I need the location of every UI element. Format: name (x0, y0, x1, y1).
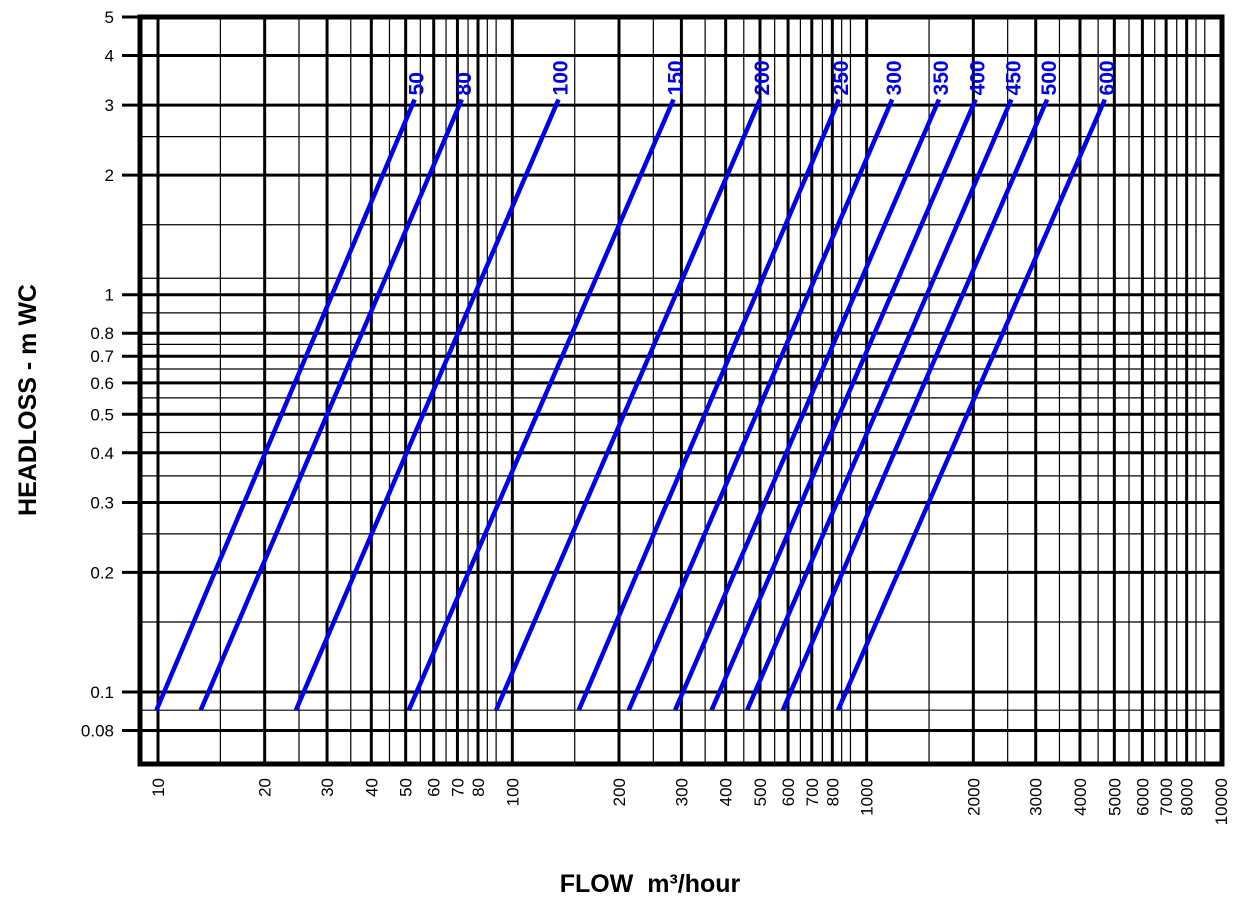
series-line-100 (293, 98, 561, 712)
x-tick-label: 70 (448, 778, 467, 797)
series-label-250: 250 (830, 60, 853, 95)
y-tick-label: 0.08 (81, 722, 114, 741)
y-tick-label: 0.8 (90, 324, 114, 343)
series-label-200: 200 (751, 60, 774, 95)
series-line-350 (673, 98, 942, 712)
major-grid (122, 15, 1223, 764)
x-tick-label: 5000 (1105, 778, 1124, 816)
series-label-350: 350 (930, 60, 953, 95)
y-tick-label: 0.4 (90, 444, 114, 463)
x-tick-label: 1000 (858, 778, 877, 816)
x-tick-label: 30 (318, 778, 337, 797)
series-line-600 (835, 98, 1107, 712)
series-label-300: 300 (883, 60, 906, 95)
series-label-100: 100 (550, 60, 573, 95)
y-tick-label: 3 (105, 96, 114, 115)
x-tick-label: 20 (256, 778, 275, 797)
y-tick-label: 0.5 (90, 405, 114, 424)
series-line-500 (780, 98, 1050, 712)
x-axis-title: FLOW m³/hour (560, 870, 741, 898)
series-label-500: 500 (1038, 60, 1061, 95)
y-tick-label: 5 (105, 8, 114, 27)
y-tick-label: 0.6 (90, 374, 114, 393)
y-tick-label: 0.7 (90, 347, 114, 366)
y-tick-label: 0.3 (90, 493, 114, 512)
x-tick-label: 400 (717, 778, 736, 806)
y-tick-label: 4 (105, 47, 114, 66)
x-tick-label: 3000 (1027, 778, 1046, 816)
x-tick-label: 200 (610, 778, 629, 806)
x-tick-label: 7000 (1157, 778, 1176, 816)
series-line-450 (745, 98, 1014, 712)
x-tick-label: 700 (803, 778, 822, 806)
minor-grid (140, 17, 1222, 764)
x-tick-label: 4000 (1071, 778, 1090, 816)
x-tick-label: 2000 (964, 778, 983, 816)
series-label-450: 450 (1002, 60, 1025, 95)
x-tick-label: 500 (751, 778, 770, 806)
series-label-80: 80 (453, 72, 476, 95)
series-line-250 (576, 98, 841, 712)
series-label-50: 50 (406, 72, 429, 95)
x-tick-labels: 10 20 30 40 50 60 70 80 100 200 300 400 500 600 700 800… (149, 778, 1231, 825)
y-tick-label: 1 (105, 286, 114, 305)
series-line-400 (709, 98, 978, 712)
series-label-600: 600 (1096, 60, 1119, 95)
x-tick-label: 40 (362, 778, 381, 797)
y-tick-labels: 0.08 0.1 0.2 0.3 0.4 0.5 0.6 0.7 0.8 1 2 3 4 5 (81, 8, 114, 741)
x-tick-label: 60 (425, 778, 444, 797)
x-tick-label: 6000 (1133, 778, 1152, 816)
x-tick-label: 50 (397, 778, 416, 797)
x-tick-label: 600 (779, 778, 798, 806)
x-tick-label: 300 (672, 778, 691, 806)
x-tick-label: 10 (149, 778, 168, 797)
x-tick-label: 100 (503, 778, 522, 806)
series-label-400: 400 (967, 60, 990, 95)
y-tick-label: 0.1 (90, 683, 114, 702)
series-label-150: 150 (665, 60, 688, 95)
series-line-80 (198, 98, 464, 712)
x-tick-label: 10000 (1212, 778, 1231, 825)
series-line-50 (154, 98, 417, 712)
plot-frame (137, 14, 1225, 767)
x-tick-label: 800 (823, 778, 842, 806)
x-tick-label: 8000 (1178, 778, 1197, 816)
series-lines: 50 80 100 150 200 250 300 350 400 450 500 600 (154, 60, 1119, 712)
series-line-300 (626, 98, 895, 712)
series-line-150 (406, 98, 676, 712)
y-axis-title: HEADLOSS - m WC (14, 284, 42, 516)
x-tick-label: 80 (469, 778, 488, 797)
y-tick-label: 2 (105, 166, 114, 185)
y-tick-label: 0.2 (90, 563, 114, 582)
series-line-200 (494, 98, 763, 712)
